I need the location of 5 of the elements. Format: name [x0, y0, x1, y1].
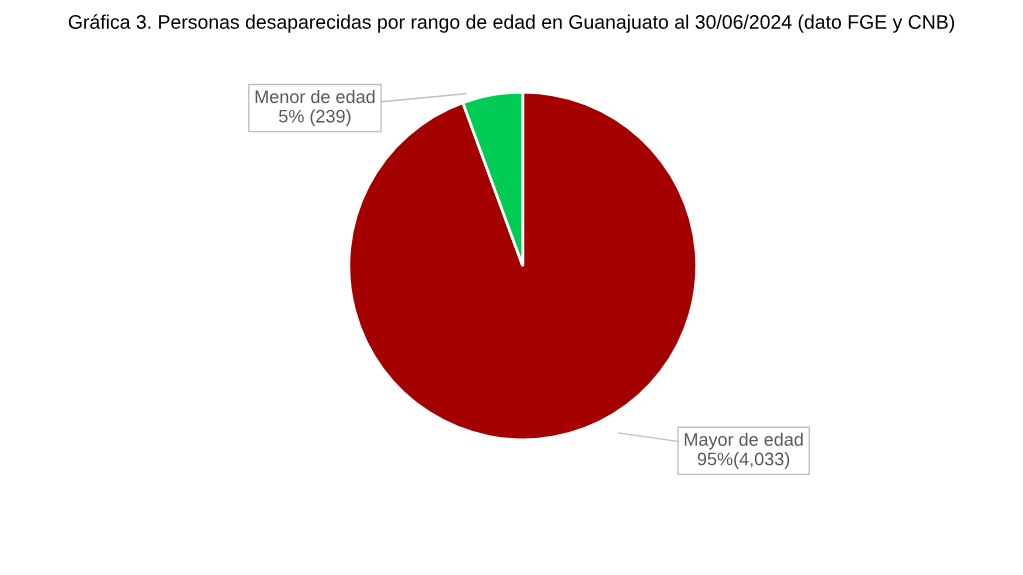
- slice-label: Mayor de edad: [684, 432, 803, 450]
- slice-label: Menor de edad: [255, 89, 375, 104]
- data-label: 95%(4,033): [697, 452, 790, 469]
- chart-title: Gráfica 3. Personas desaparecidas por rango de edad en Guanajuato al 30/06/2024 (dato FGE y CNB): [68, 14, 955, 33]
- data-label: 5% (239): [279, 109, 351, 127]
